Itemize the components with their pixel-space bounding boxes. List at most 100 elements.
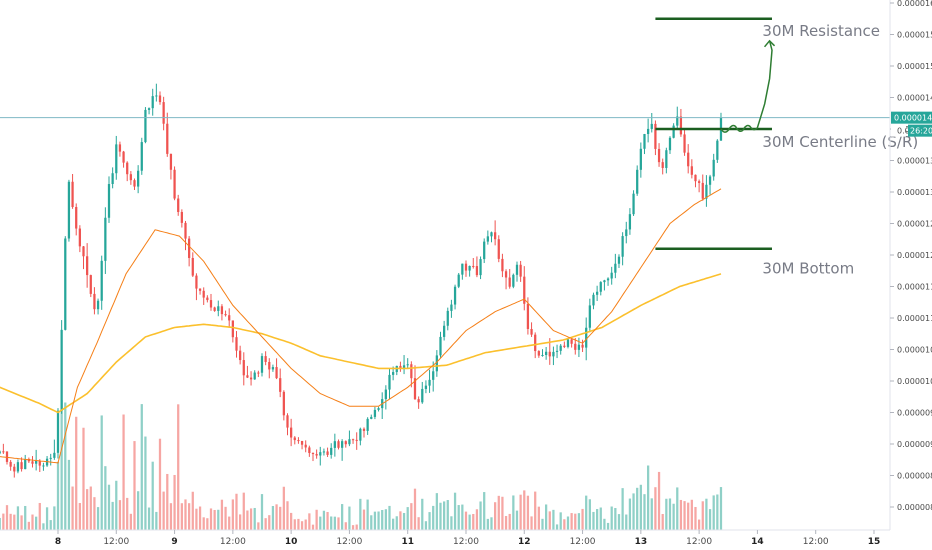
volume-bar [100,415,103,530]
candle-body [20,462,23,470]
candle-body [599,282,602,292]
time-axis[interactable]: 8 12:00 9 12:00 10 12:00 11 12:00 12 12:00 13 12:00… [55,530,880,547]
candle-body [100,260,103,301]
candle-body [679,116,683,135]
candle-body [217,306,220,311]
volume-bar [443,501,446,530]
volume-bar [348,506,351,530]
candle-body [198,288,202,291]
volume-bar [719,487,723,530]
candle-body [13,466,16,472]
volume-bar [155,511,158,530]
volume-bar [697,519,701,530]
volume-bar [512,495,515,530]
volume-bar [490,517,493,530]
candle-body [67,181,71,239]
candle-body [523,276,526,304]
volume-bar [701,501,704,530]
volume-bar [60,400,63,530]
volume-bar [16,506,20,530]
volume-bar [661,513,664,530]
volume-bar [202,517,205,530]
volume-bar [341,504,344,530]
volume-bar [483,492,486,530]
candle-body [530,328,533,335]
candle-body [71,181,74,208]
candle-body [665,150,668,168]
volume-bar [650,498,653,530]
volume-bar [35,516,38,530]
volume-bar [610,506,613,530]
candle-body [220,306,224,315]
candle-body [654,123,657,149]
candle-body [712,159,715,177]
volume-bar [402,512,406,530]
volume-bar [439,502,442,530]
volume-bar [282,486,285,530]
time-tick-label: 9 [171,537,177,547]
last-price-value: 0.00001418 [894,114,932,123]
price-tick-label: 0.00001100 [897,314,932,323]
candle-body [592,294,595,306]
volume-bar [639,484,642,530]
candle-body [56,410,60,453]
candle-body [151,96,154,109]
candle-body [180,211,183,223]
volume-bar [235,493,238,530]
volume-bar [384,509,387,530]
volume-bar [297,518,300,530]
candle-body [282,391,285,416]
volume-bar [293,519,296,530]
candle-body [147,108,151,110]
volume-bar [453,492,457,530]
volume-bar [632,493,635,530]
volume-bar [158,438,162,530]
candle-body [475,266,479,276]
candle-body [566,339,570,347]
volume-bar [78,503,81,530]
candle-body [443,325,446,337]
volume-bar [311,524,315,530]
volume-bar [508,513,511,530]
candle-body [246,375,249,378]
candle-body [206,297,209,301]
volume-bar [275,504,278,530]
candle-body [38,460,41,466]
volume-bar [606,522,610,530]
time-tick-label: 12:00 [336,537,362,547]
volume-bar [464,511,468,530]
time-tick-label: 12:00 [686,537,712,547]
candle-body [344,441,347,445]
volume-bar [351,525,355,530]
volume-bar [206,518,209,530]
candle-body [133,180,136,187]
candle-body [570,339,573,344]
candle-body [697,181,701,183]
volume-bar [690,499,693,530]
candle-body [319,452,322,456]
volume-bar [344,522,347,530]
candle-body [86,256,89,276]
volume-bar [585,495,588,530]
candle-body [421,388,424,403]
volume-bar [574,513,577,530]
volume-bar [147,507,151,530]
volume-bar [621,488,624,530]
candle-body [537,351,540,356]
volume-bar [446,500,449,530]
volume-bar [89,486,92,530]
volume-bar [687,502,690,530]
volume-bar [96,507,100,530]
volume-bar [432,505,435,530]
candle-body [370,416,373,419]
volume-bar [177,404,180,530]
candle-body [461,263,464,275]
candle-body [577,344,581,350]
candle-body [195,275,198,289]
candle-body [93,293,96,310]
projection-path[interactable] [720,40,773,133]
volume-bar [603,518,606,530]
time-tick-label: 12 [518,537,531,547]
candle-body [304,444,307,448]
